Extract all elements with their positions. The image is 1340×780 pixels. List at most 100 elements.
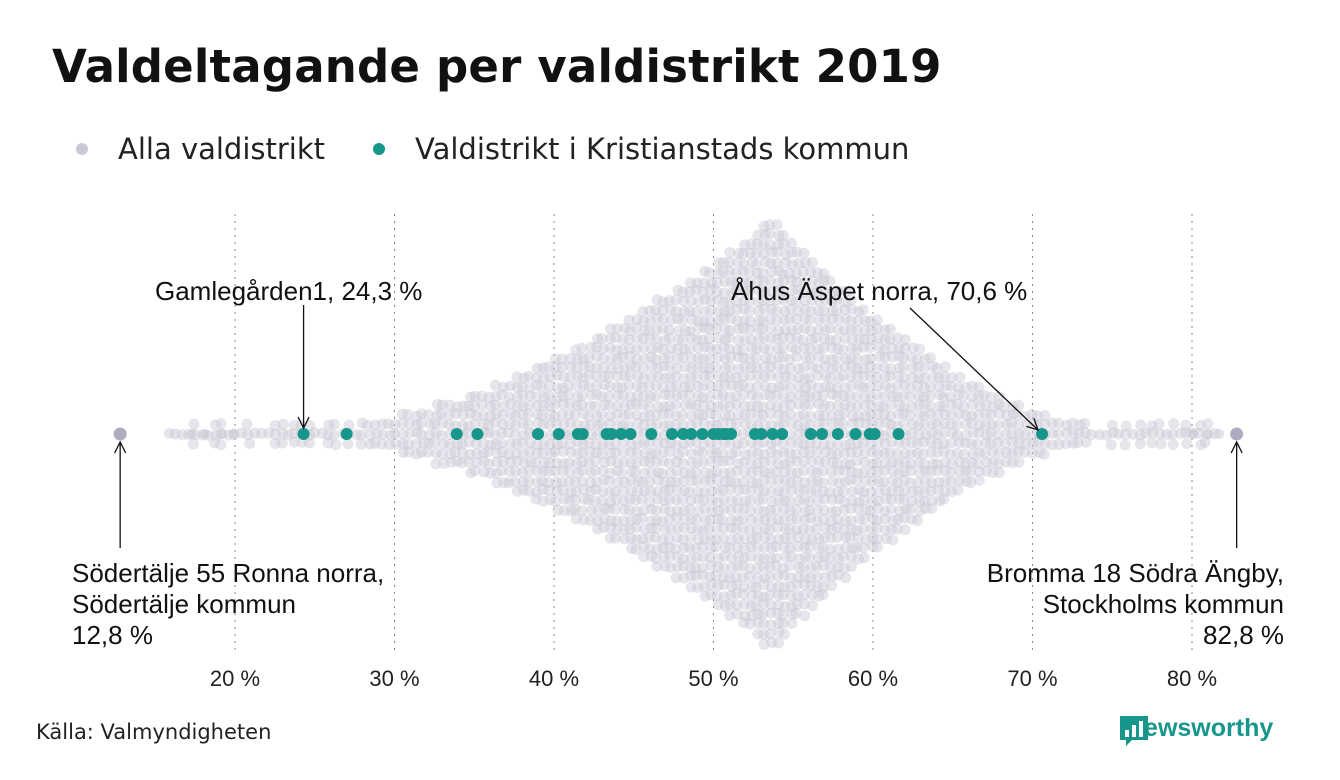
newsworthy-logo[interactable]: Newsworthy [1118, 714, 1273, 746]
all-district-point [725, 276, 737, 288]
all-district-point [564, 371, 576, 383]
all-district-point [670, 476, 682, 488]
all-district-point [665, 476, 677, 488]
all-district-point [596, 391, 608, 403]
all-district-point [712, 400, 724, 412]
all-district-point [436, 429, 448, 441]
all-district-point [699, 294, 711, 306]
all-district-point [730, 446, 742, 458]
all-district-point [624, 351, 636, 363]
all-district-point [592, 505, 604, 517]
all-district-point [651, 294, 663, 306]
all-district-point [423, 437, 435, 449]
all-district-point [457, 409, 469, 421]
all-district-point [719, 600, 731, 612]
all-district-point [364, 429, 376, 441]
kristianstad-point [645, 428, 658, 440]
all-district-point [664, 494, 676, 506]
all-district-point [1188, 428, 1199, 440]
all-district-point [705, 295, 717, 307]
all-district-point [726, 580, 738, 592]
all-district-point [739, 418, 751, 430]
all-district-point [209, 419, 221, 431]
all-district-point [643, 531, 655, 543]
all-district-point [632, 370, 644, 382]
all-district-point [685, 552, 697, 564]
all-district-point [396, 408, 408, 420]
all-district-point [537, 495, 549, 507]
all-district-point [692, 581, 704, 593]
all-district-point [585, 514, 597, 526]
all-district-point [650, 553, 662, 565]
all-district-point [558, 371, 570, 383]
all-district-point [617, 333, 629, 345]
all-district-point [717, 455, 729, 467]
all-district-point [686, 475, 698, 487]
all-district-point [611, 408, 623, 420]
all-district-point [726, 380, 738, 392]
all-district-point [456, 438, 468, 450]
all-district-point [725, 522, 737, 534]
all-district-point [706, 447, 718, 459]
all-district-point [713, 505, 725, 517]
all-district-point [396, 417, 408, 429]
all-district-point [604, 486, 616, 498]
all-district-point [670, 572, 682, 584]
all-district-point [738, 542, 750, 554]
all-district-point [778, 628, 790, 640]
all-district-point [726, 495, 738, 507]
all-district-point [517, 400, 529, 412]
all-district-point [685, 371, 697, 383]
all-district-point [698, 400, 710, 412]
all-district-point [717, 484, 729, 496]
all-district-point [498, 400, 510, 412]
kristianstad-point [868, 428, 881, 440]
all-district-point [671, 455, 683, 467]
all-district-point [653, 401, 665, 413]
all-district-point [657, 343, 669, 355]
all-district-point [651, 323, 663, 335]
all-district-point [585, 419, 597, 431]
all-district-point [739, 466, 751, 478]
all-district-point [698, 580, 710, 592]
all-district-point [658, 542, 670, 554]
all-district-point [397, 428, 409, 440]
all-district-point [585, 485, 597, 497]
all-district-point [530, 493, 542, 505]
all-district-point [665, 381, 677, 393]
all-district-point [954, 371, 966, 383]
all-district-point [717, 514, 729, 526]
kristianstad-point [725, 428, 738, 440]
all-district-point [732, 533, 744, 545]
all-district-point [556, 353, 568, 365]
all-district-point [530, 372, 542, 384]
all-district-point [724, 332, 736, 344]
all-district-point [431, 409, 443, 421]
all-district-point [664, 400, 676, 412]
all-district-point [697, 524, 709, 536]
all-district-point [670, 306, 682, 318]
all-district-point [624, 493, 636, 505]
all-district-point [565, 505, 577, 517]
all-district-point [624, 370, 636, 382]
all-district-point [645, 485, 657, 497]
all-district-point [679, 513, 691, 525]
kristianstad-point [471, 428, 484, 440]
all-district-point [624, 523, 636, 535]
all-district-point [565, 446, 577, 458]
all-district-point [739, 484, 751, 496]
all-district-point [611, 344, 623, 356]
all-district-point [693, 296, 705, 308]
all-district-point [711, 277, 723, 289]
all-district-point [569, 476, 581, 488]
all-district-point [323, 419, 335, 431]
all-district-point [277, 418, 289, 430]
all-district-point [623, 409, 635, 421]
all-district-point [638, 352, 650, 364]
all-district-point [469, 465, 481, 477]
x-tick-label: 80 % [1167, 666, 1217, 691]
all-district-point [706, 277, 718, 289]
all-district-point [911, 514, 923, 526]
all-district-point [724, 467, 736, 479]
all-district-point [330, 439, 342, 451]
